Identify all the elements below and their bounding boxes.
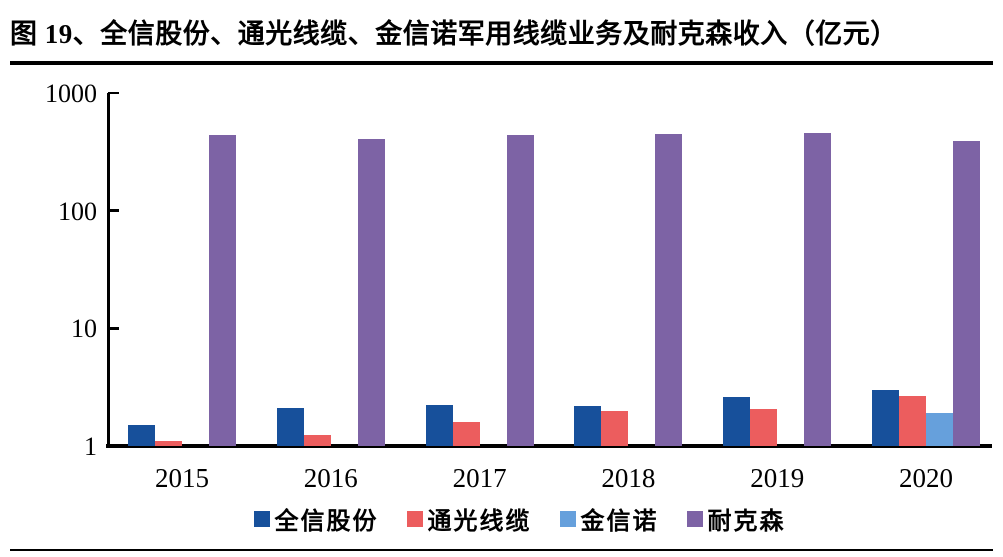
bottom-divider <box>10 549 993 551</box>
bar-耐克森-2020 <box>953 141 980 446</box>
legend-item-全信股份: 全信股份 <box>253 501 379 536</box>
legend-label: 金信诺 <box>580 509 659 535</box>
legend-label: 通光线缆 <box>427 509 532 535</box>
x-tick-label: 2016 <box>303 463 358 493</box>
bar-全信股份-2018 <box>574 405 602 446</box>
bar-金信诺-2020 <box>926 413 953 446</box>
bar-耐克森-2015 <box>209 134 236 446</box>
x-tick-label: 2019 <box>750 463 805 493</box>
legend-label: 全信股份 <box>274 509 379 535</box>
y-tick-label: 10 <box>71 314 97 344</box>
bar-耐克森-2018 <box>655 133 683 446</box>
y-tick <box>108 209 119 212</box>
bar-通光线缆-2020 <box>899 396 926 446</box>
bar-全信股份-2020 <box>872 389 899 446</box>
bar-全信股份-2015 <box>128 425 155 446</box>
legend-item-通光线缆: 通光线缆 <box>406 501 532 536</box>
legend-item-金信诺: 金信诺 <box>559 501 659 536</box>
legend-swatch-icon <box>559 510 576 527</box>
x-tick-label: 2017 <box>452 463 507 493</box>
legend-swatch-icon <box>406 510 423 527</box>
chart-legend: 全信股份 通光线缆 金信诺 耐克森 <box>18 501 1003 536</box>
x-tick-label: 2018 <box>601 463 656 493</box>
y-axis-line <box>107 93 110 448</box>
y-tick <box>108 327 119 330</box>
bar-耐克森-2017 <box>506 134 534 446</box>
bar-通光线缆-2018 <box>601 410 629 446</box>
bar-通光线缆-2017 <box>452 421 480 446</box>
legend-swatch-icon <box>253 510 270 527</box>
x-axis-line <box>106 444 992 448</box>
bar-通光线缆-2015 <box>155 441 182 446</box>
figure-title: 图 19、全信股份、通光线缆、金信诺军用线缆业务及耐克森收入（亿元） <box>10 19 898 49</box>
legend-item-耐克森: 耐克森 <box>686 501 786 536</box>
bar-通光线缆-2019 <box>750 409 778 446</box>
legend-label: 耐克森 <box>707 509 786 535</box>
x-tick-label: 2015 <box>155 463 209 493</box>
bar-全信股份-2016 <box>276 408 304 446</box>
y-tick-label: 100 <box>58 196 97 226</box>
y-tick <box>108 91 119 95</box>
y-tick-label: 1 <box>84 432 97 461</box>
bar-通光线缆-2016 <box>303 434 331 446</box>
title-divider <box>10 61 993 65</box>
bar-耐克森-2019 <box>804 132 832 446</box>
x-tick-label: 2020 <box>899 463 953 493</box>
bar-全信股份-2017 <box>425 404 453 446</box>
y-tick-label: 1000 <box>45 79 97 108</box>
bar-耐克森-2016 <box>357 139 385 446</box>
bar-全信股份-2019 <box>723 397 751 446</box>
legend-swatch-icon <box>686 510 703 527</box>
